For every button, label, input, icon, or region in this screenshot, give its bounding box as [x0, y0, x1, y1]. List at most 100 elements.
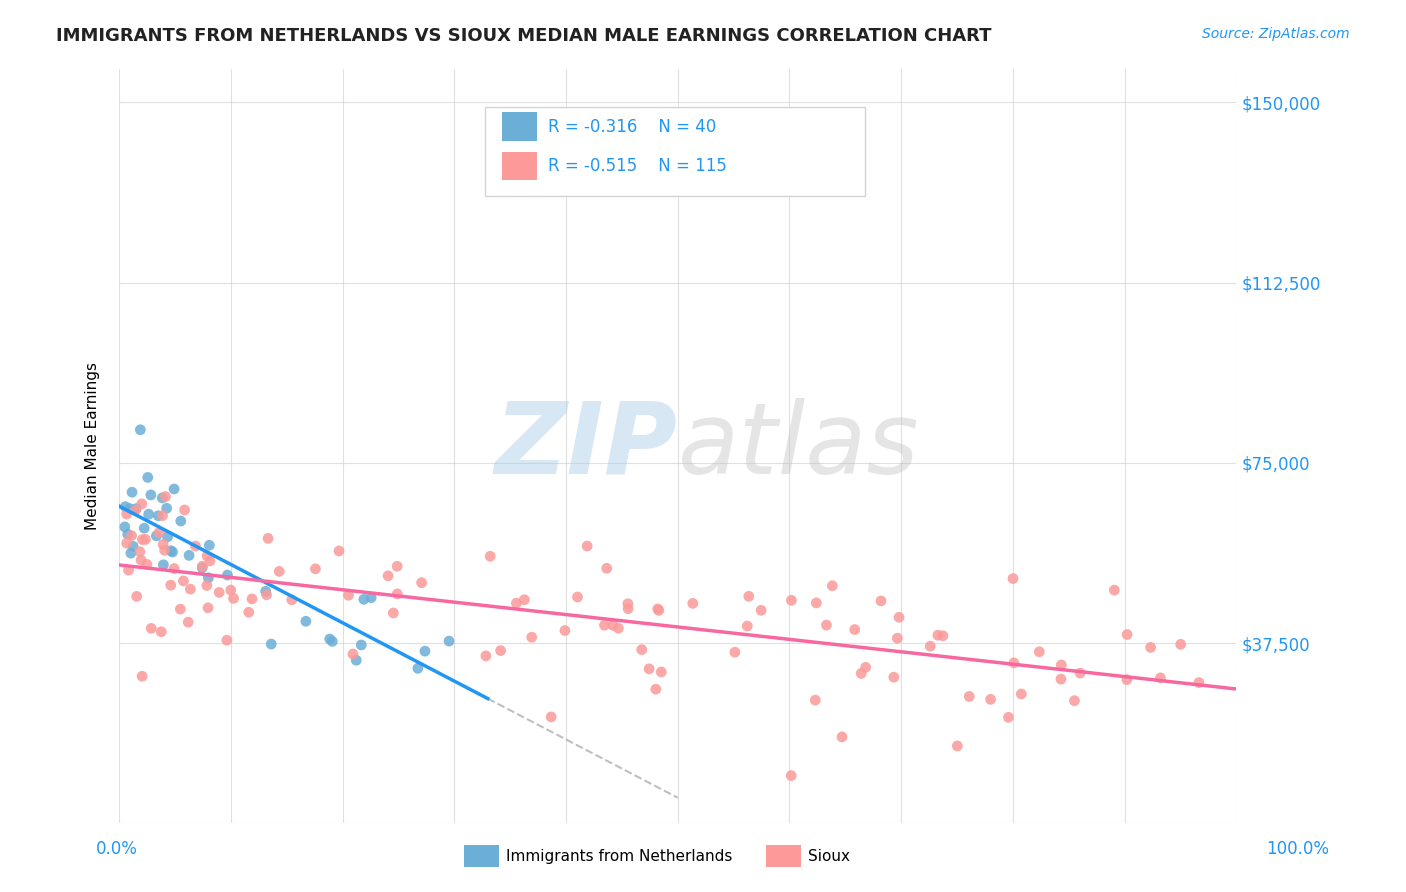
Point	[1063, 694, 1085, 708]
Point	[630, 642, 652, 657]
Point	[208, 585, 231, 599]
Point	[152, 558, 174, 572]
Point	[215, 633, 238, 648]
Point	[131, 669, 153, 683]
Point	[520, 630, 543, 644]
Point	[650, 665, 672, 679]
Point	[1104, 583, 1126, 598]
Point	[163, 482, 186, 496]
Text: Sioux: Sioux	[808, 849, 851, 863]
Point	[1001, 572, 1024, 586]
Point	[342, 647, 364, 661]
Point	[593, 618, 616, 632]
Point	[489, 643, 512, 657]
Point	[806, 596, 828, 610]
Point	[155, 490, 177, 504]
Point	[413, 644, 436, 658]
Point	[638, 662, 661, 676]
Point	[1115, 673, 1137, 687]
Point	[163, 561, 186, 575]
Point	[821, 579, 844, 593]
Text: atlas: atlas	[678, 398, 920, 494]
Point	[179, 582, 201, 596]
Point	[129, 544, 152, 558]
Point	[114, 500, 136, 514]
Point	[156, 501, 179, 516]
Point	[238, 605, 260, 619]
Point	[156, 530, 179, 544]
Text: Immigrants from Netherlands: Immigrants from Netherlands	[506, 849, 733, 863]
Point	[644, 682, 666, 697]
Point	[382, 606, 405, 620]
Point	[195, 578, 218, 592]
Text: R = -0.316    N = 40: R = -0.316 N = 40	[548, 118, 717, 136]
Point	[304, 562, 326, 576]
Point	[682, 596, 704, 610]
Point	[148, 508, 170, 523]
Point	[780, 769, 803, 783]
Text: 0.0%: 0.0%	[96, 840, 138, 858]
Point	[1050, 672, 1073, 686]
Point	[125, 501, 148, 516]
Point	[129, 423, 152, 437]
Point	[602, 618, 624, 632]
Point	[513, 592, 536, 607]
Text: R = -0.515    N = 115: R = -0.515 N = 115	[548, 157, 727, 175]
Point	[134, 521, 156, 535]
Point	[1028, 645, 1050, 659]
Point	[540, 710, 562, 724]
Point	[749, 603, 772, 617]
Point	[647, 602, 669, 616]
Point	[256, 588, 278, 602]
Text: 100.0%: 100.0%	[1265, 840, 1329, 858]
Point	[851, 666, 873, 681]
Point	[1002, 656, 1025, 670]
Point	[219, 583, 242, 598]
Point	[177, 615, 200, 629]
Point	[162, 545, 184, 559]
Point	[150, 491, 173, 505]
Point	[152, 537, 174, 551]
Point	[927, 628, 949, 642]
Y-axis label: Median Male Earnings: Median Male Earnings	[86, 362, 100, 530]
Point	[780, 593, 803, 607]
Point	[125, 590, 148, 604]
Point	[145, 529, 167, 543]
Point	[254, 584, 277, 599]
Text: IMMIGRANTS FROM NETHERLANDS VS SIOUX MEDIAN MALE EARNINGS CORRELATION CHART: IMMIGRANTS FROM NETHERLANDS VS SIOUX MED…	[56, 27, 991, 45]
Point	[479, 549, 502, 564]
Point	[344, 653, 367, 667]
Point	[153, 543, 176, 558]
Point	[240, 591, 263, 606]
Point	[191, 561, 214, 575]
Point	[1170, 637, 1192, 651]
Point	[377, 569, 399, 583]
Point	[360, 591, 382, 605]
Point	[122, 540, 145, 554]
Point	[131, 533, 153, 547]
Text: ZIP: ZIP	[495, 398, 678, 494]
Point	[855, 660, 877, 674]
Point	[596, 561, 619, 575]
Point	[617, 601, 640, 615]
Point	[648, 603, 671, 617]
Point	[607, 621, 630, 635]
Point	[184, 539, 207, 553]
Point	[1050, 657, 1073, 672]
Point	[191, 559, 214, 574]
Point	[353, 592, 375, 607]
Point	[222, 591, 245, 606]
Point	[1139, 640, 1161, 655]
Point	[883, 670, 905, 684]
Point	[281, 592, 304, 607]
Point	[831, 730, 853, 744]
Point	[121, 485, 143, 500]
Point	[385, 559, 408, 574]
Point	[886, 631, 908, 645]
Point	[337, 588, 360, 602]
Point	[946, 739, 969, 753]
Point	[115, 536, 138, 550]
Point	[114, 520, 136, 534]
Point	[997, 710, 1019, 724]
Point	[139, 488, 162, 502]
